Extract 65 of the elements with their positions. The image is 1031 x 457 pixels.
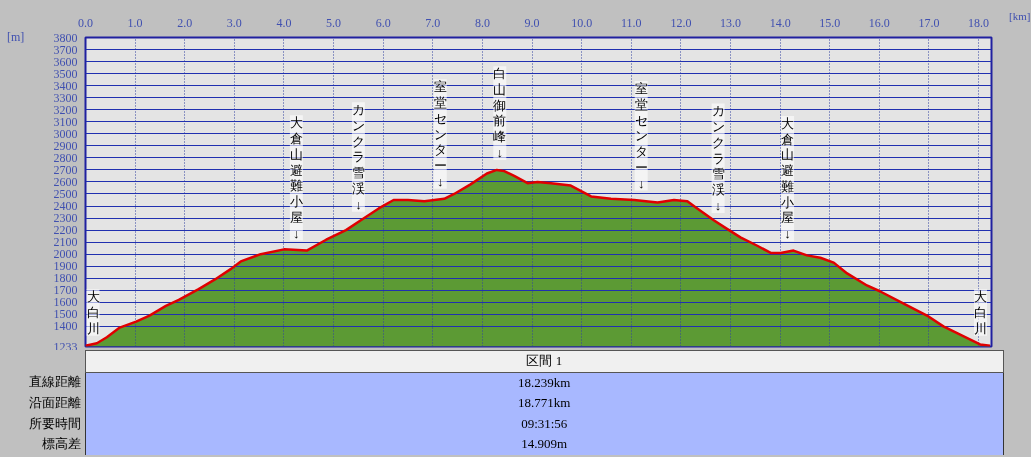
y-tick-label: 2100: [53, 235, 78, 250]
y-tick-label: 3400: [53, 78, 78, 93]
x-tick-label: 6.0: [375, 15, 391, 30]
x-tick-label: 12.0: [670, 15, 692, 30]
y-tick-label: 3700: [53, 42, 78, 57]
y-tick-label: 3800: [53, 30, 78, 45]
y-tick-label: 1500: [53, 307, 78, 322]
x-tick-label: 7.0: [425, 15, 441, 30]
x-tick-label: 5.0: [326, 15, 342, 30]
y-tick-label: 3200: [53, 102, 78, 117]
annotation: 白山御前峰↓: [493, 66, 507, 160]
y-tick-label: 2600: [53, 174, 78, 189]
y-tick-label: 3100: [53, 114, 78, 129]
annotation: 室堂センター↓: [433, 79, 447, 189]
annotation: 大白川: [86, 289, 100, 336]
y-tick-label: 2500: [53, 186, 78, 201]
x-tick-label: 4.0: [276, 15, 292, 30]
y-tick-label: 3600: [53, 54, 78, 69]
y-tick-label: 2800: [53, 150, 78, 165]
x-tick-label: 16.0: [868, 15, 890, 30]
annotation: カンクラ雪渓↓: [711, 103, 725, 213]
text: 沿面距離: [27, 394, 82, 413]
y-tick-label: 1600: [53, 295, 78, 310]
y-tick-label: 3500: [53, 66, 78, 81]
y-tick-label: 2900: [53, 138, 78, 153]
x-axis-title: [km]: [1009, 9, 1031, 24]
y-tick-label: 2700: [53, 162, 78, 177]
x-tick-label: 18.0: [968, 15, 990, 30]
text: 直線距離: [27, 373, 82, 392]
x-tick-label: 9.0: [524, 15, 540, 30]
y-tick-label: 3000: [53, 126, 78, 141]
x-tick-label: 0.0: [78, 15, 93, 30]
y-tick-label: 1900: [53, 259, 78, 274]
y-tick-label: 1800: [53, 271, 78, 286]
x-tick-label: 13.0: [720, 15, 742, 30]
x-tick-label: 17.0: [918, 15, 940, 30]
annotation: 大白川: [974, 289, 988, 336]
text: 区間 1: [85, 350, 1004, 373]
text: 所要時間: [27, 414, 82, 433]
y-axis-title: [m]: [7, 29, 25, 46]
x-tick-label: 15.0: [819, 15, 841, 30]
text: 09:31:56: [85, 413, 1004, 435]
text: 14.909m: [85, 434, 1004, 455]
x-tick-label: 8.0: [474, 15, 490, 30]
y-tick-label: 2200: [53, 223, 78, 238]
x-tick-label: 2.0: [177, 15, 193, 30]
y-tick-label: 1233: [53, 339, 78, 354]
y-tick-label: 1400: [53, 319, 78, 334]
text: 標高差: [40, 435, 82, 454]
y-tick-label: 2000: [53, 247, 78, 262]
text: 18.771km: [85, 393, 1004, 414]
annotation: 大倉山避難小屋↓: [781, 115, 795, 242]
y-tick-label: 1700: [53, 283, 78, 298]
y-tick-label: 2300: [53, 211, 78, 226]
y-tick-label: 2400: [53, 199, 78, 214]
y-tick-label: 3300: [53, 90, 78, 105]
x-tick-label: 3.0: [226, 15, 242, 30]
annotation: 大倉山避難小屋↓: [289, 115, 303, 241]
x-tick-label: 10.0: [571, 15, 593, 30]
annotation: カンクラ雪渓↓: [351, 102, 365, 212]
x-tick-label: 14.0: [769, 15, 791, 30]
text: 18.239km: [85, 372, 1004, 394]
x-tick-label: 1.0: [127, 15, 143, 30]
x-tick-label: 11.0: [621, 15, 642, 30]
annotation: 室堂センター↓: [634, 81, 648, 191]
